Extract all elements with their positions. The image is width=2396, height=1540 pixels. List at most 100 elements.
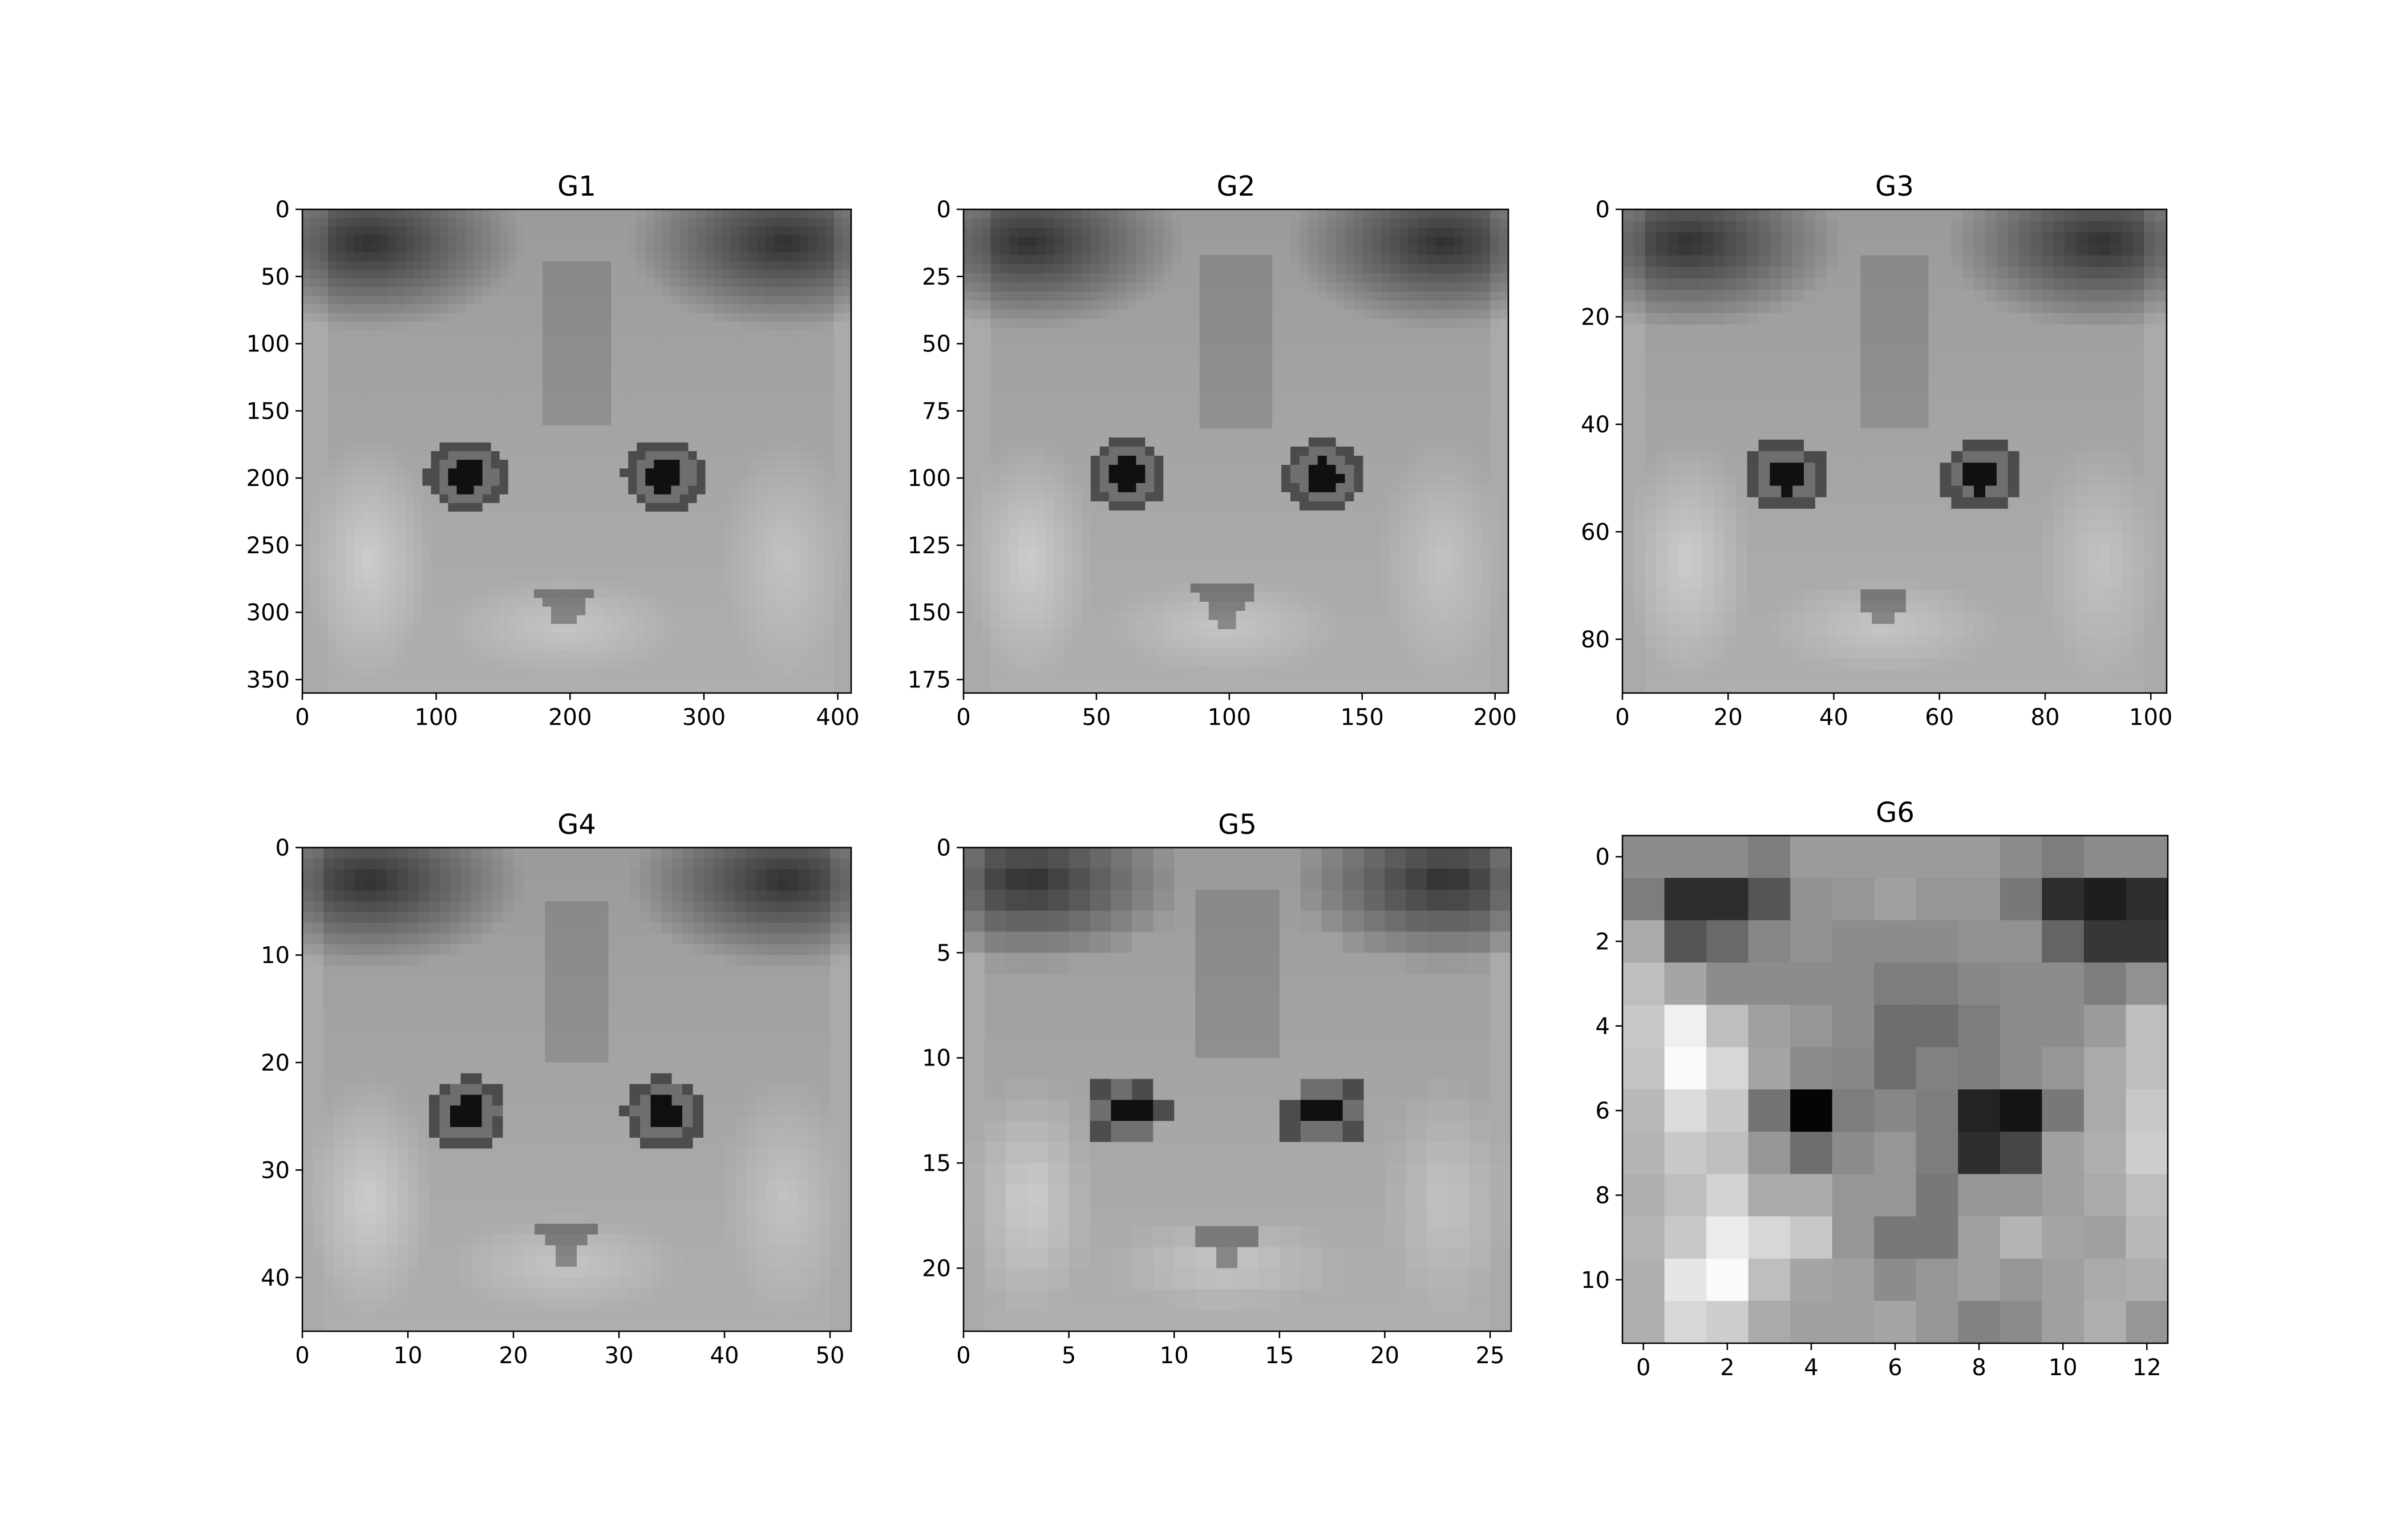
image-cell xyxy=(465,623,475,633)
image-cell xyxy=(516,218,526,227)
image-cell xyxy=(577,364,586,374)
image-cell xyxy=(311,641,320,650)
image-cell xyxy=(1181,218,1191,228)
image-cell xyxy=(842,261,852,270)
image-cell xyxy=(1499,273,1509,283)
image-cell xyxy=(439,416,449,426)
image-cell xyxy=(482,589,492,599)
image-cell xyxy=(1063,246,1073,256)
image-cell xyxy=(1172,319,1182,329)
image-cell xyxy=(645,675,654,685)
image-cell xyxy=(637,684,646,694)
image-cell xyxy=(1463,255,1472,265)
image-cell xyxy=(345,209,354,218)
image-cell xyxy=(799,581,809,590)
image-cell xyxy=(542,615,552,625)
image-cell xyxy=(756,512,766,521)
image-cell xyxy=(739,650,749,659)
image-cell xyxy=(620,606,629,616)
image-cell xyxy=(1381,401,1391,411)
image-cell xyxy=(1263,392,1273,402)
image-cell xyxy=(577,460,586,469)
image-cell xyxy=(594,313,603,322)
image-cell xyxy=(637,529,646,538)
image-cell xyxy=(1154,337,1164,347)
image-cell xyxy=(1099,364,1110,374)
image-cell xyxy=(1054,246,1064,256)
image-cell xyxy=(533,546,543,556)
image-cell xyxy=(620,485,629,495)
image-cell xyxy=(465,261,475,270)
image-cell xyxy=(1245,282,1254,292)
image-cell xyxy=(1172,301,1182,310)
image-cell xyxy=(1317,355,1327,365)
image-cell xyxy=(1481,246,1491,256)
image-cell xyxy=(833,451,843,460)
image-cell xyxy=(585,667,594,676)
image-cell xyxy=(679,313,689,322)
image-cell xyxy=(499,442,509,452)
image-cell xyxy=(328,512,337,521)
image-cell xyxy=(714,278,723,287)
image-cell xyxy=(405,598,415,607)
image-cell xyxy=(1163,228,1173,237)
image-cell xyxy=(1108,328,1119,338)
image-cell xyxy=(456,494,466,504)
image-cell xyxy=(431,477,440,487)
image-cell xyxy=(1227,282,1237,292)
image-cell xyxy=(1481,255,1491,265)
image-cell xyxy=(379,554,388,564)
image-cell xyxy=(1081,255,1091,265)
image-cell xyxy=(439,364,449,374)
image-cell xyxy=(1254,209,1264,219)
image-cell xyxy=(499,615,509,625)
image-cell xyxy=(808,537,817,547)
image-cell xyxy=(981,328,991,338)
image-cell xyxy=(964,209,973,219)
image-cell xyxy=(516,563,526,573)
image-cell xyxy=(439,330,449,339)
image-cell xyxy=(833,667,843,676)
image-cell xyxy=(508,451,517,460)
image-cell xyxy=(551,658,560,668)
image-cell xyxy=(1036,401,1046,411)
image-cell xyxy=(1372,291,1382,301)
image-cell xyxy=(379,261,388,270)
image-cell xyxy=(371,502,380,512)
image-cell xyxy=(396,442,406,452)
image-cell xyxy=(688,520,698,529)
image-cell xyxy=(1490,246,1500,256)
image-cell xyxy=(637,667,646,676)
image-cell xyxy=(551,373,560,383)
image-cell xyxy=(542,416,552,426)
image-cell xyxy=(782,512,792,521)
image-cell xyxy=(964,218,973,228)
image-cell xyxy=(654,520,663,529)
image-cell xyxy=(585,347,594,357)
image-cell xyxy=(748,270,758,279)
image-cell xyxy=(499,512,509,521)
image-cell xyxy=(654,623,663,633)
image-cell xyxy=(319,485,329,495)
image-cell xyxy=(302,433,311,443)
image-cell xyxy=(756,520,766,529)
image-cell xyxy=(628,675,637,685)
image-cell xyxy=(1245,273,1254,283)
image-cell xyxy=(594,684,603,694)
image-cell xyxy=(628,623,637,633)
image-cell xyxy=(1036,301,1046,310)
image-cell xyxy=(765,416,775,426)
image-cell xyxy=(731,650,740,659)
image-cell xyxy=(345,391,354,400)
image-cell xyxy=(379,373,388,383)
image-cell xyxy=(456,330,466,339)
image-cell xyxy=(808,615,817,625)
image-cell xyxy=(302,382,311,391)
image-cell xyxy=(431,261,440,270)
image-cell xyxy=(671,364,680,374)
image-cell xyxy=(756,330,766,339)
image-cell xyxy=(662,252,671,262)
image-cell xyxy=(1326,401,1337,411)
image-cell xyxy=(585,261,594,270)
